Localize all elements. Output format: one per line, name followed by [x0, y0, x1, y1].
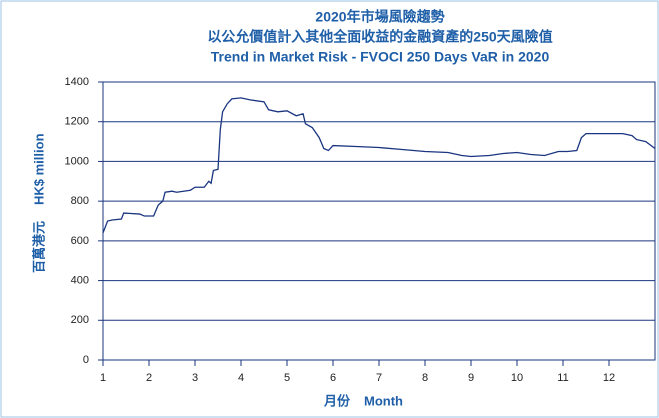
- x-axis-label: 月份: [323, 393, 351, 408]
- y-axis-label: HK$ million: [31, 133, 46, 205]
- chart-title: 以公允價值計入其他全面收益的金融資產的250天風險值: [207, 29, 552, 45]
- x-tick-label: 1: [100, 372, 106, 384]
- y-tick-label: 1200: [65, 116, 89, 128]
- x-tick-label: 3: [192, 372, 198, 384]
- x-tick-label: 5: [284, 372, 290, 384]
- line: [102, 97, 656, 234]
- y-tick-label: 1400: [65, 76, 89, 88]
- chart-title: Trend in Market Risk - FVOCI 250 Days Va…: [211, 49, 550, 65]
- x-tick-label: 9: [468, 372, 474, 384]
- y-tick-label: 400: [71, 274, 89, 286]
- x-tick-label: 12: [603, 372, 615, 384]
- x-tick-label: 2: [146, 372, 152, 384]
- y-tick-label: 800: [71, 195, 89, 207]
- x-tick-label: 7: [376, 372, 382, 384]
- y-tick-label: 1000: [65, 155, 89, 167]
- y-tick-label: 0: [83, 354, 89, 366]
- y-tick-label: 200: [71, 314, 89, 326]
- chart-title: 2020年市場風險趨勢: [315, 9, 444, 25]
- plot-area: [102, 81, 656, 361]
- x-tick-label: 11: [557, 372, 568, 384]
- x-tick-label: 10: [511, 372, 523, 384]
- y-tick-label: 600: [71, 235, 89, 247]
- x-axis-label: Month: [364, 393, 403, 408]
- x-tick-label: 4: [238, 372, 244, 384]
- y-axis-label: 百萬港元: [31, 221, 46, 273]
- x-tick-label: 8: [422, 372, 428, 384]
- x-tick-label: 6: [330, 372, 336, 384]
